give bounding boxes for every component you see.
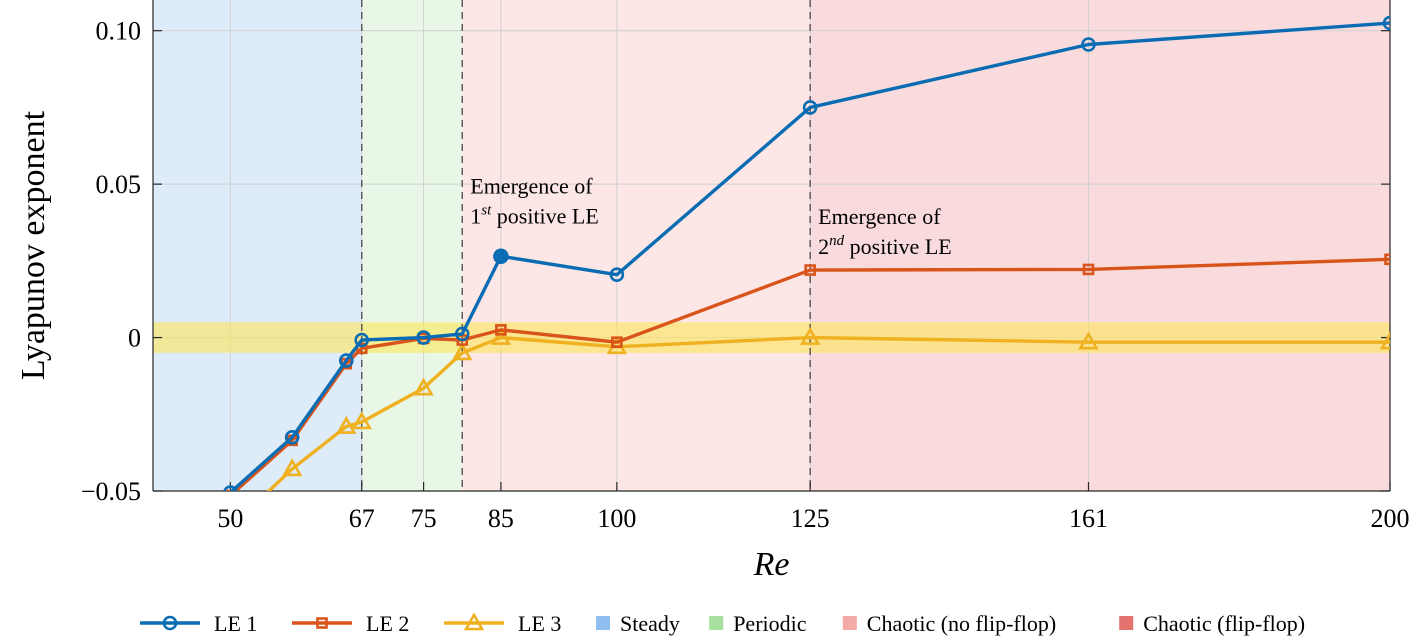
legend-label: Chaotic (no flip-flop) [867,611,1056,636]
legend-label: Steady [620,611,680,636]
y-tick-label: 0.10 [96,17,142,46]
legend-item-le-1: LE 1 [140,611,257,636]
legend-swatch [842,616,857,630]
data-point-le-3 [452,342,473,361]
y-tick-label: −0.05 [81,477,141,506]
annotation-line1: Emergence of [470,173,593,198]
x-tick-label: 100 [597,504,636,533]
data-point-le-1 [609,267,625,282]
data-point-le-2 [1082,263,1095,276]
legend-marker [162,615,178,631]
legend-swatch [1119,616,1134,630]
y-axis-label: Lyapunov exponent [15,110,52,380]
annotation-line1: Emergence of [818,204,941,229]
legend-item-chaotic-no-flip-flop: Chaotic (no flip-flop) [842,611,1056,636]
data-point-le-1 [454,326,470,342]
transition-lines [361,0,811,491]
legend-label: LE 3 [518,611,561,636]
annotation-2: Emergence of 2nd positive LE [818,204,952,259]
series-group [223,15,1390,491]
x-tick-label: 75 [411,504,437,533]
data-point-le-3 [336,415,357,434]
series-le-1 [223,15,1390,491]
data-point-le-1 [802,100,818,115]
regime-regions [153,0,1390,491]
data-point-le-2 [1384,253,1390,266]
y-tick-label: 0.05 [96,170,142,199]
x-tick-label: 125 [791,504,830,533]
data-point-le-1 [223,485,238,491]
legend-item-periodic: Periodic [709,611,807,636]
data-point-le-2 [611,336,623,348]
legend-label: Periodic [733,611,807,636]
legend-item-steady: Steady [596,611,680,636]
data-point-le-3 [413,377,434,396]
zero-band-rect [153,322,1390,353]
x-tick-label: 67 [349,504,375,533]
data-point-le-1 [493,248,509,265]
legend-label: LE 2 [366,611,409,636]
data-point-le-1 [284,429,300,445]
data-point-le-1 [354,332,370,348]
axes [152,0,1391,492]
legend-swatch [596,616,610,630]
data-point-le-2 [224,489,237,491]
series-line-le-3 [266,335,1390,491]
legend-swatch [709,616,724,630]
data-point-le-2 [495,324,507,336]
legend-marker [463,612,485,631]
region-chaotic-no-flip-flop [462,0,811,491]
x-tick-label: 161 [1069,504,1108,533]
legend-item-chaotic-flip-flop: Chaotic (flip-flop) [1119,611,1305,636]
legend-label: LE 1 [214,611,257,636]
data-point-le-1 [416,330,431,345]
tick-labels: 50 67 75 85 100 125 161 200 −0.05 0 0.05 0.10 [81,17,1410,533]
data-point-le-1 [1081,37,1096,52]
region-periodic [361,0,463,491]
legend: LE 1 LE 2 LE 3 Steady Periodic Chaotic (no fl… [140,611,1305,636]
series-line-le-1 [229,21,1390,491]
legend-item-le-2: LE 2 [292,611,409,636]
y-tick-label: 0 [128,324,141,353]
data-point-le-3 [1078,331,1099,350]
data-point-le-3 [351,411,372,430]
annotation-line2: 2nd positive LE [818,233,952,259]
region-steady [153,0,362,491]
region-chaotic-flip-flop [810,0,1390,491]
data-point-le-3 [799,326,821,345]
legend-item-le-3: LE 3 [444,611,561,636]
data-point-le-2 [804,264,816,276]
data-point-le-3 [490,326,512,345]
annotations: Emergence of 1st positive LE Emergence of 2… [470,173,951,259]
legend-label: Chaotic (flip-flop) [1143,611,1305,636]
x-tick-label: 200 [1371,504,1410,533]
x-tick-label: 50 [217,504,243,533]
x-axis-label: Re [753,546,790,583]
data-point-le-3 [281,458,303,477]
annotation-line2: 1st positive LE [470,202,599,228]
legend-marker [316,617,328,629]
x-tick-label: 85 [488,504,514,533]
data-point-le-1 [1382,15,1390,31]
annotation-1: Emergence of 1st positive LE [470,173,599,228]
data-point-le-3 [1379,331,1390,350]
data-point-le-1 [338,353,354,368]
zero-band [153,322,1390,353]
